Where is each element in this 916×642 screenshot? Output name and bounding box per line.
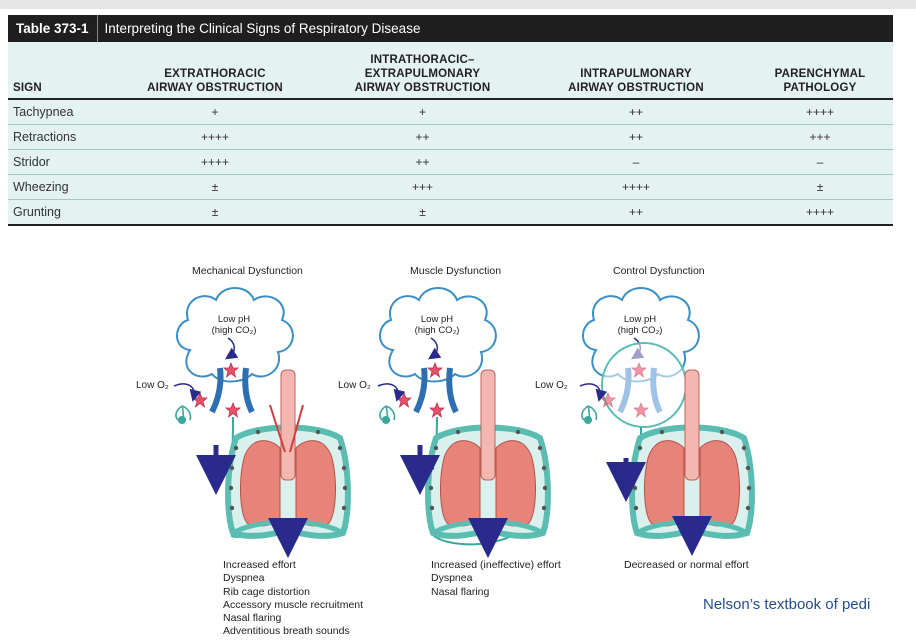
cell-value: ++++ — [805, 105, 835, 119]
cell-value: ++ — [415, 155, 430, 169]
cell-value: ± — [419, 205, 426, 219]
table-title: Interpreting the Clinical Signs of Respi… — [104, 21, 421, 36]
caption-line: Dyspnea — [223, 572, 265, 585]
table-row: Tachypnea + + ++ ++++ — [8, 100, 893, 125]
cell-value: ++ — [628, 130, 643, 144]
top-bar — [0, 0, 916, 9]
caption-line: Increased effort — [223, 559, 296, 571]
caption-line: Nasal flaring — [223, 612, 282, 625]
panel-muscle — [377, 287, 548, 558]
cell-value: ++++ — [200, 130, 230, 144]
cell-value: ± — [816, 180, 824, 194]
panel-control — [579, 287, 752, 556]
column-header-intrathoracic: INTRATHORACIC– EXTRAPULMONARY AIRWAY OBSTR… — [354, 54, 491, 94]
table-row: Stridor ++++ ++ – – — [8, 150, 893, 175]
panel-title-muscle: Muscle Dysfunction — [410, 265, 502, 277]
cell-value: ± — [211, 205, 219, 219]
cell-value: – — [632, 155, 640, 169]
row-sign: Stridor — [13, 155, 50, 169]
cell-value: ++ — [628, 105, 643, 119]
cloud-label-ph: Low pH — [624, 314, 656, 325]
caption-line: Adventitious breath sounds — [223, 625, 350, 638]
cell-value: ++ — [628, 205, 643, 219]
column-headers: SIGN EXTRATHORACIC AIRWAY OBSTRUCTION INT… — [8, 42, 893, 100]
caption-line: Rib cage distortion — [223, 585, 310, 598]
caption-line: Increased (ineffective) effort — [431, 559, 561, 571]
caption-line: Nasal flaring — [431, 585, 490, 598]
table-row: Grunting ± ± ++ ++++ — [8, 200, 893, 226]
cell-value: +++ — [411, 180, 434, 194]
row-sign: Grunting — [13, 205, 61, 219]
caption-muscle: Increased (ineffective) effort Dyspnea N… — [431, 559, 561, 599]
table-row: Wheezing ± +++ ++++ ± — [8, 175, 893, 200]
row-sign: Tachypnea — [13, 105, 74, 119]
o2-label: Low O₂ — [136, 380, 169, 391]
cloud-label-co2: (high CO₂) — [415, 325, 460, 336]
panel-mechanical — [173, 287, 348, 558]
table-row: Retractions ++++ ++ ++ +++ — [8, 125, 893, 150]
table-header: Table 373-1 Interpreting the Clinical Si… — [8, 15, 893, 42]
caption-line: Dyspnea — [431, 572, 473, 585]
cell-value: ++++ — [621, 180, 651, 194]
caption-line: Accessory muscle recruitment — [223, 598, 364, 611]
cloud-label-ph: Low pH — [218, 314, 250, 325]
cell-value: + — [418, 105, 426, 119]
cell-value: + — [211, 105, 219, 119]
panel-title-control: Control Dysfunction — [613, 265, 705, 277]
o2-label: Low O₂ — [535, 380, 568, 391]
clinical-signs-table: Table 373-1 Interpreting the Clinical Si… — [8, 15, 893, 226]
cell-value: ++++ — [200, 155, 230, 169]
cloud-label-co2: (high CO₂) — [212, 325, 257, 336]
cloud-label-co2: (high CO₂) — [618, 325, 663, 336]
caption-control: Decreased or normal effort — [624, 559, 749, 572]
table-body: SIGN EXTRATHORACIC AIRWAY OBSTRUCTION INT… — [8, 42, 893, 226]
cell-value: +++ — [809, 130, 831, 144]
column-header-extrathoracic: EXTRATHORACIC AIRWAY OBSTRUCTION — [147, 68, 283, 94]
source-citation: Nelson’s textbook of pedi — [703, 596, 871, 613]
cell-value: – — [816, 155, 824, 169]
cell-value: ++++ — [805, 205, 835, 219]
panel-title-mechanical: Mechanical Dysfunction — [192, 265, 303, 277]
column-header-sign: SIGN — [13, 82, 42, 94]
cell-value: ++ — [415, 130, 430, 144]
caption-line: Decreased or normal effort — [624, 559, 749, 571]
cloud-label-ph: Low pH — [421, 314, 453, 325]
table-number: Table 373-1 — [8, 15, 98, 42]
column-header-intrapulmonary: INTRAPULMONARY AIRWAY OBSTRUCTION — [568, 68, 704, 94]
row-sign: Retractions — [13, 130, 77, 144]
row-sign: Wheezing — [13, 180, 69, 194]
o2-label: Low O₂ — [338, 380, 371, 391]
cell-value: ± — [211, 180, 219, 194]
column-header-parenchymal: PARENCHYMAL PATHOLOGY — [774, 68, 866, 94]
caption-mechanical: Increased effort Dyspnea Rib cage distor… — [223, 559, 363, 639]
